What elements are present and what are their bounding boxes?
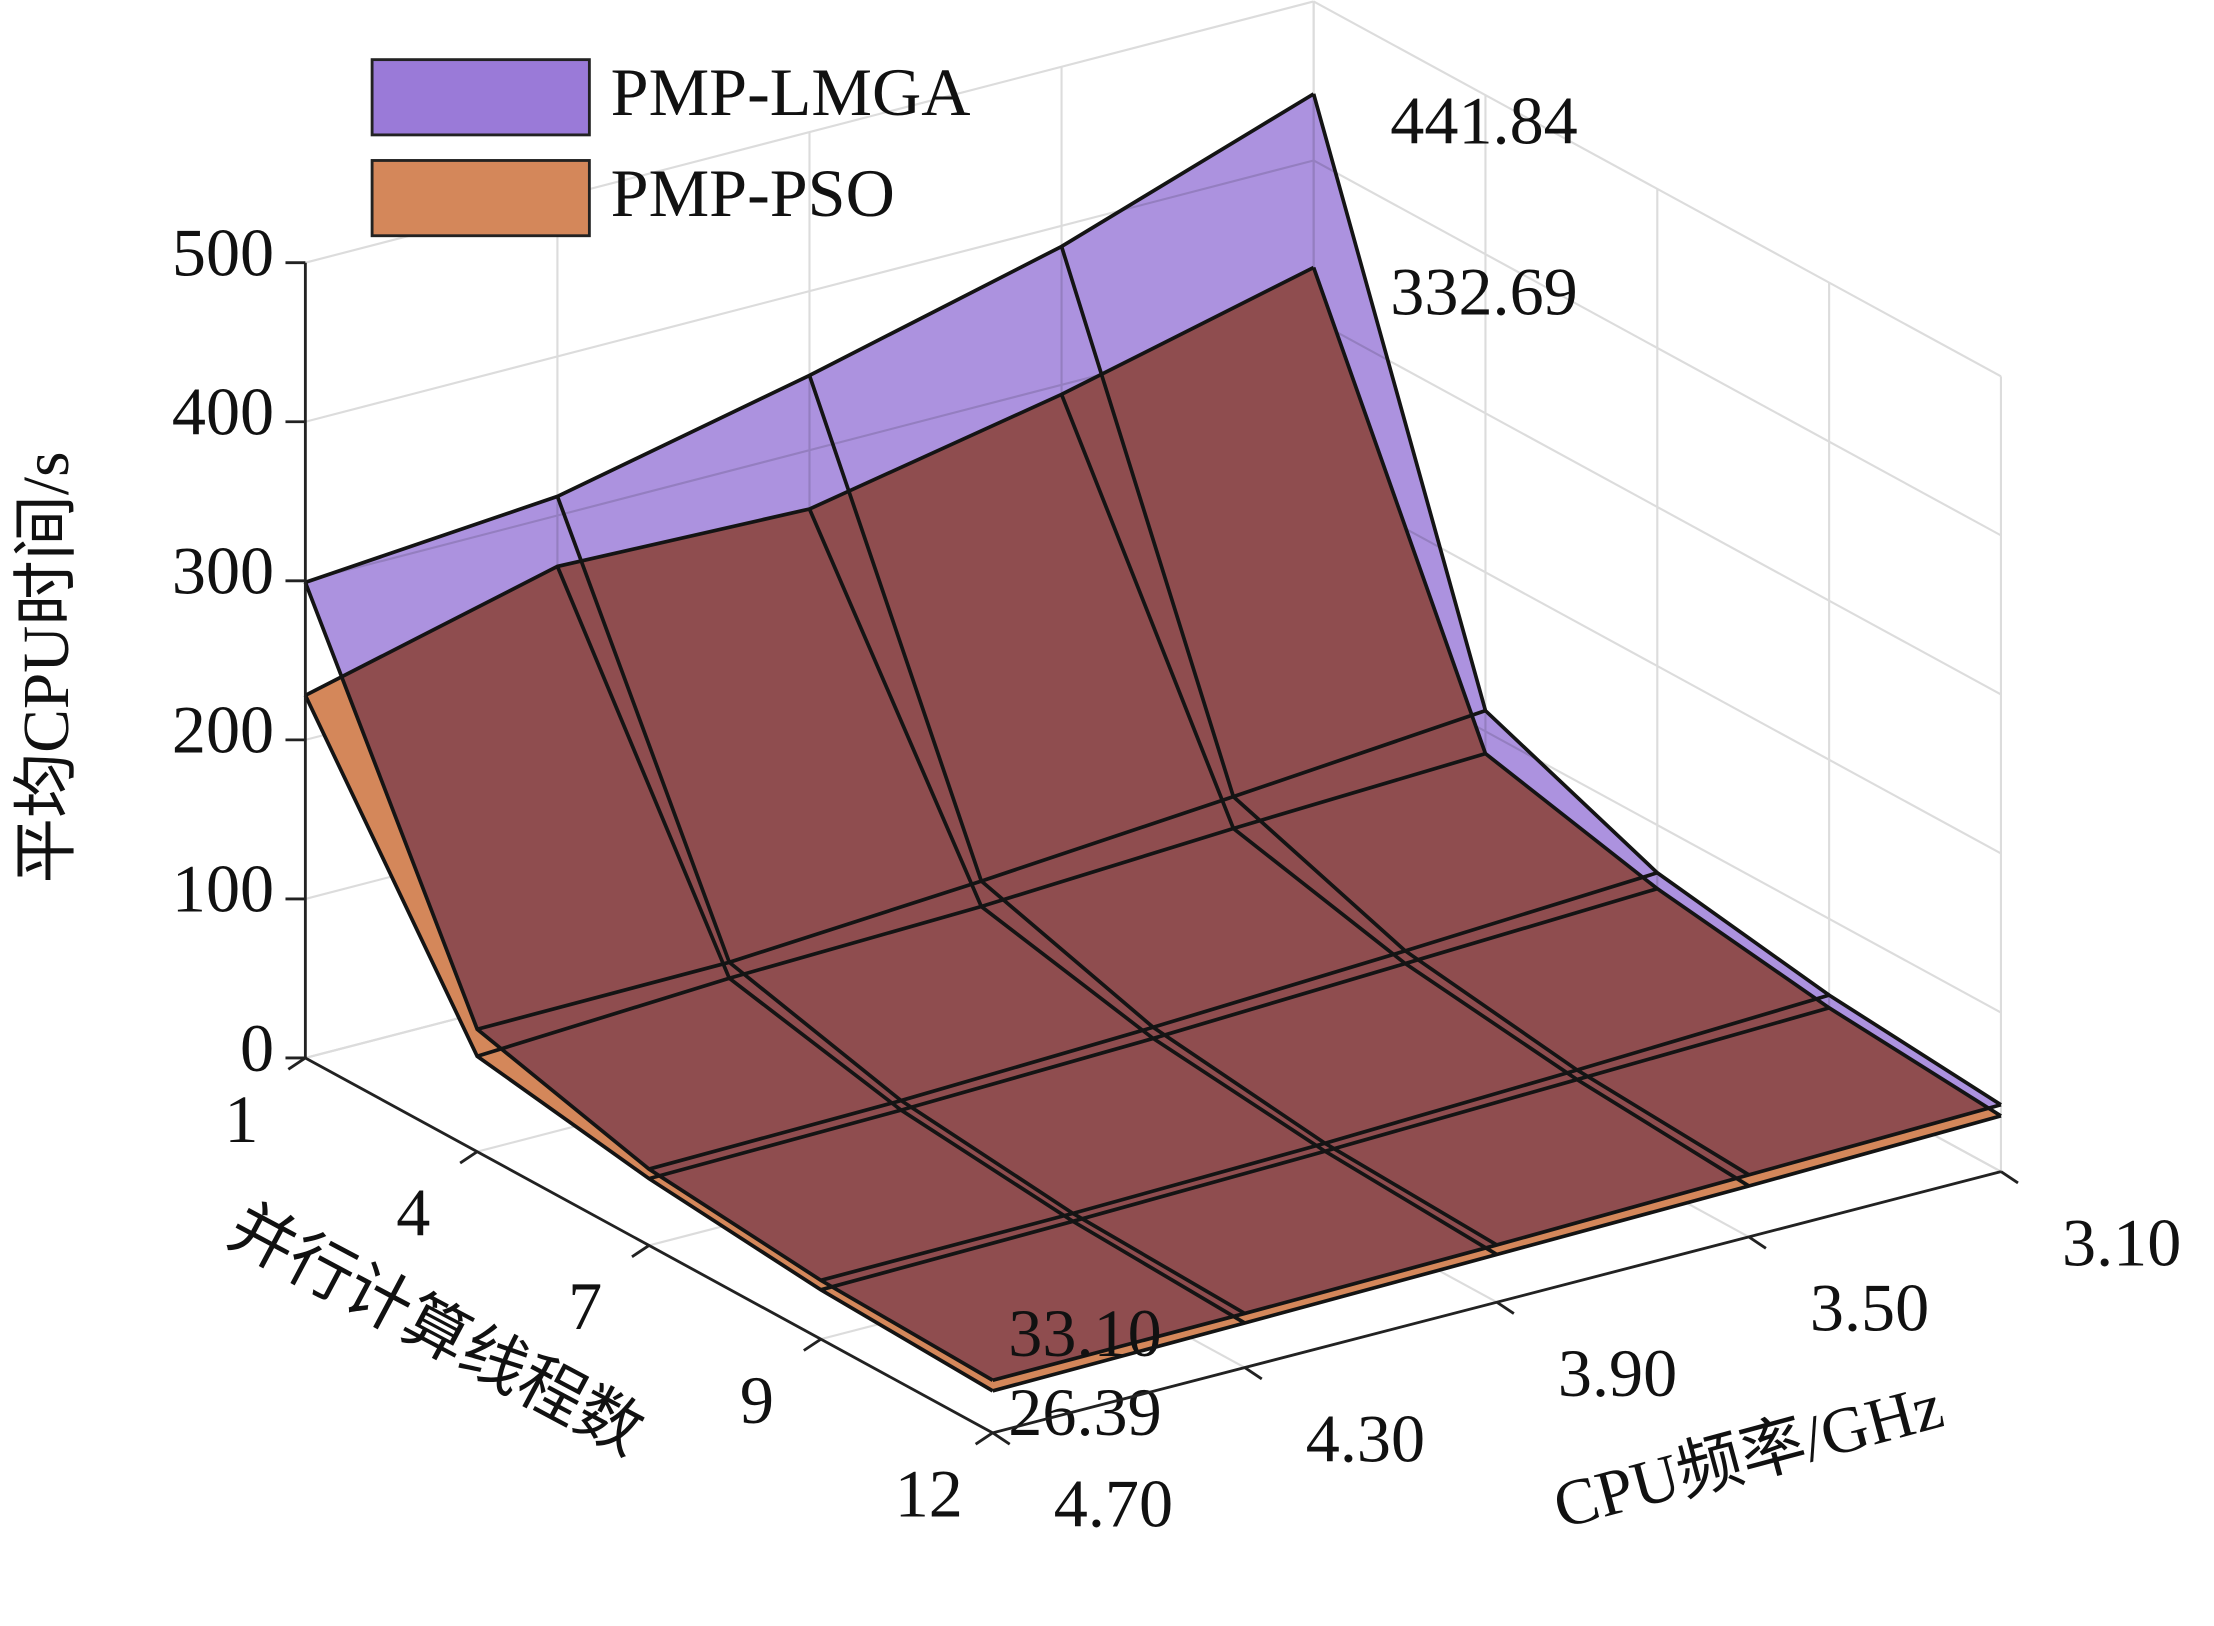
surface-face: [305, 496, 730, 1030]
surface-col-line: [303, 581, 994, 1382]
y-tick: [287, 1056, 307, 1071]
value-label: 332.69: [1390, 253, 1577, 329]
y-tick-label: 4: [396, 1174, 430, 1250]
surface-col-line: [1311, 266, 2002, 1118]
legend-label: PMP-PSO: [611, 155, 895, 231]
y-tick-label: 7: [568, 1268, 602, 1344]
surfaces: 441.84 33.10 332.69 26.39: [303, 83, 2002, 1450]
y-tick: [803, 1337, 822, 1352]
surface-col-line: [1059, 393, 1750, 1188]
x-tick: [1748, 1235, 1767, 1250]
surface-col-line: [1059, 245, 1750, 1177]
x-tick-label: 4.30: [1306, 1400, 1425, 1476]
x-tick-label: 3.90: [1558, 1335, 1677, 1411]
z-tick-label: 0: [240, 1010, 274, 1086]
y-tick-label: 9: [740, 1362, 774, 1438]
y-tick-label: 1: [224, 1081, 258, 1157]
surface-face: [1072, 1143, 1497, 1314]
x-tick: [1496, 1301, 1515, 1315]
x-tick-label: 3.10: [2062, 1204, 2181, 1280]
y-tick: [459, 1150, 478, 1165]
value-label: 441.84: [1390, 83, 1577, 159]
x-tick: [1243, 1366, 1263, 1381]
surface-col-line: [555, 495, 1246, 1316]
surface-face: [820, 1213, 1245, 1381]
surface-col-line: [807, 508, 1498, 1257]
x-tick: [2000, 1170, 2019, 1185]
surface-face: [1153, 950, 1578, 1144]
surface-col-line: [807, 374, 1498, 1247]
surface-face: [477, 962, 902, 1170]
surface-col-line: [303, 694, 994, 1393]
z-tick-label: 100: [172, 851, 274, 927]
legend-swatch: [370, 159, 591, 238]
y-tick-label: 12: [895, 1456, 963, 1532]
z-tick-label: 300: [172, 533, 274, 609]
y-tick: [974, 1431, 994, 1446]
x-tick-label: 4.70: [1054, 1466, 1173, 1542]
surface-face: [1405, 872, 1830, 1071]
z-tick-label: 400: [172, 374, 274, 450]
value-label: 33.10: [1008, 1295, 1161, 1371]
z-tick-label: 200: [172, 692, 274, 768]
surface-face: [809, 246, 1234, 882]
x-tick: [991, 1431, 1011, 1446]
z-axis-title: 平均CPU时间/s: [11, 452, 83, 884]
y-tick: [631, 1244, 650, 1258]
surface-col-line: [555, 565, 1246, 1325]
legend-label: PMP-LMGA: [611, 54, 971, 130]
legend: PMP-LMGA PMP-PSO: [370, 54, 971, 238]
surface-face: [557, 375, 982, 963]
legend-swatch: [370, 58, 591, 137]
value-label: 26.39: [1008, 1374, 1161, 1450]
axes: 0 100 200 300 400 500 1 4 7 9 12 3.10 3.50 3.90 4.30 4.…: [172, 215, 2181, 1542]
z-tick-label: 500: [172, 215, 274, 291]
surface-face: [1061, 93, 1486, 797]
surface-col-line: [1311, 93, 2002, 1107]
x-tick-label: 3.50: [1810, 1270, 1929, 1346]
